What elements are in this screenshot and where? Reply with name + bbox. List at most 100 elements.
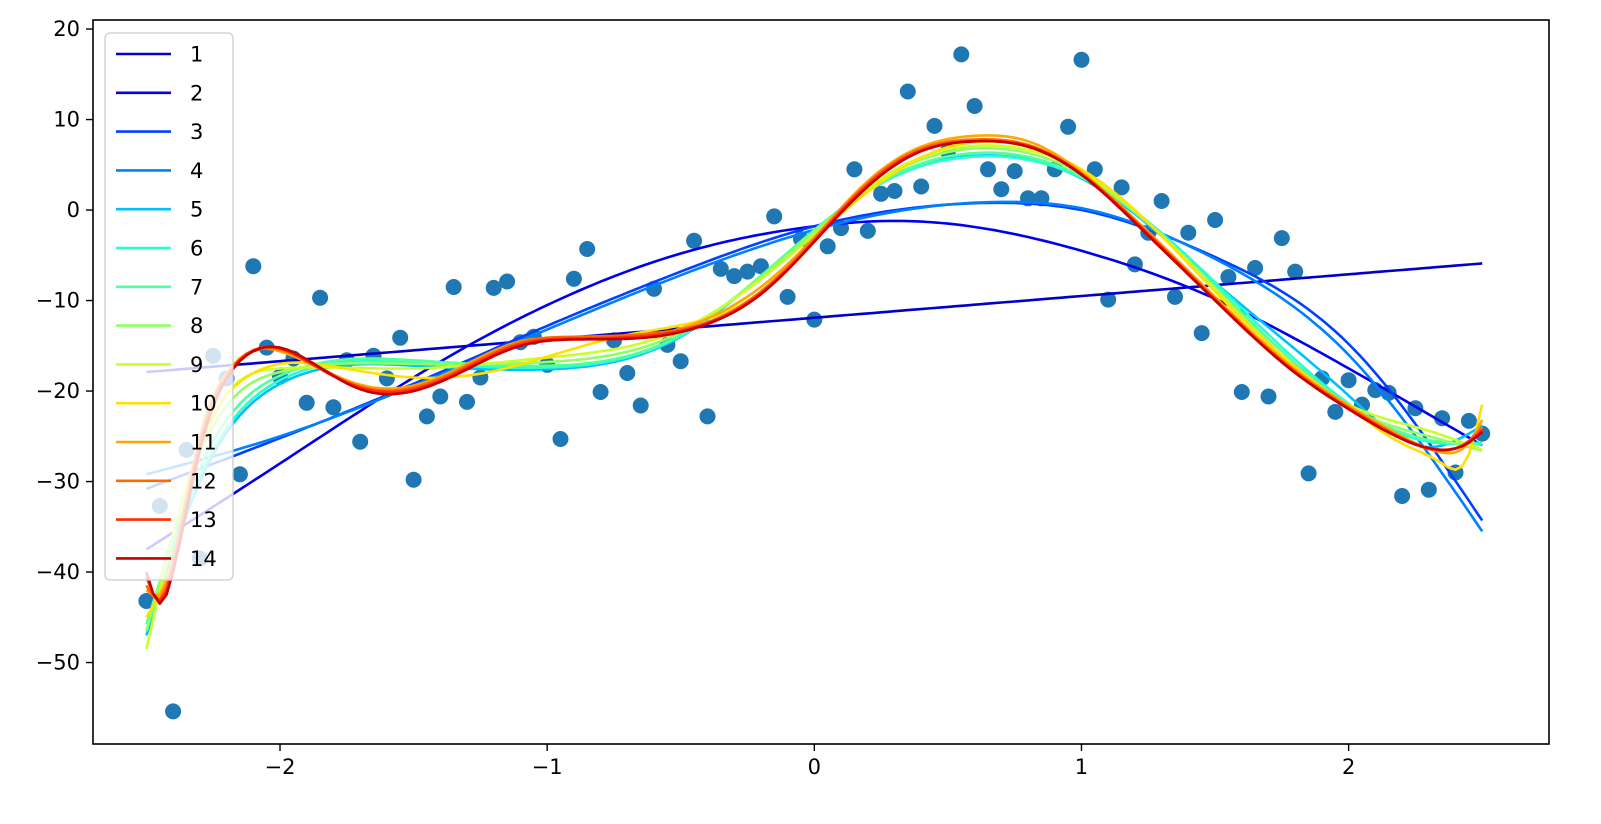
scatter-point-49 <box>779 288 796 305</box>
scatter-point-86 <box>1273 230 1290 247</box>
scatter-point-64 <box>980 161 996 178</box>
scatter-point-83 <box>1233 384 1250 400</box>
scatter-point-8 <box>231 466 248 483</box>
scatter-point-43 <box>699 408 716 425</box>
scatter-point-60 <box>926 117 943 134</box>
scatter-point-13 <box>298 394 315 411</box>
scatter-point-46 <box>739 263 756 280</box>
scatter-point-21 <box>405 471 422 488</box>
scatter-point-55 <box>859 222 876 239</box>
fit-lines-layer <box>145 134 1484 650</box>
x-tick-label: 0 <box>808 755 821 779</box>
scatter-point-17 <box>352 433 369 450</box>
scatter-point-19 <box>378 370 395 387</box>
y-tick-label: 10 <box>53 108 80 132</box>
scatter-point-65 <box>993 181 1010 198</box>
y-tick-label: 20 <box>53 17 80 41</box>
scatter-point-100 <box>1460 412 1477 429</box>
legend-label-3: 3 <box>190 120 203 144</box>
y-tick-label: −20 <box>36 379 80 403</box>
scatter-point-28 <box>499 273 516 290</box>
legend-label-11: 11 <box>190 431 217 455</box>
fit-line-14 <box>145 139 1484 605</box>
scatter-point-22 <box>418 408 435 425</box>
scatter-point-79 <box>1180 224 1197 241</box>
scatter-point-20 <box>392 329 409 346</box>
scatter-point-85 <box>1260 388 1277 405</box>
legend-label-1: 1 <box>190 43 203 67</box>
scatter-point-74 <box>1113 179 1130 196</box>
scatter-point-82 <box>1220 269 1237 285</box>
fit-line-7 <box>145 151 1483 625</box>
scatter-point-24 <box>445 279 462 295</box>
scatter-point-84 <box>1247 260 1264 276</box>
y-tick-label: 0 <box>67 198 80 222</box>
y-tick-label: −30 <box>36 470 80 494</box>
legend-label-12: 12 <box>190 469 217 493</box>
scatter-point-88 <box>1300 465 1317 482</box>
scatter-point-35 <box>592 384 609 400</box>
scatter-point-98 <box>1434 410 1451 427</box>
legend-label-8: 8 <box>190 314 203 338</box>
y-tick-label: −50 <box>36 651 80 675</box>
x-tick-label: −2 <box>265 755 296 779</box>
scatter-point-72 <box>1086 161 1103 178</box>
scatter-point-54 <box>846 161 863 178</box>
legend-label-7: 7 <box>190 275 203 299</box>
scatter-point-45 <box>726 268 743 285</box>
scatter-point-23 <box>432 388 449 405</box>
scatter-point-37 <box>619 365 636 381</box>
scatter-point-3 <box>165 703 182 720</box>
scatter-point-59 <box>913 178 930 195</box>
fit-line-1 <box>146 262 1483 374</box>
scatter-point-90 <box>1327 403 1344 420</box>
plot-frame <box>92 19 1550 745</box>
scatter-point-66 <box>1006 163 1023 180</box>
legend-label-9: 9 <box>190 353 203 377</box>
scatter-point-1 <box>138 593 155 609</box>
x-tick-label: 2 <box>1342 755 1355 779</box>
fit-line-8 <box>145 146 1483 632</box>
scatter-layer <box>138 46 1491 720</box>
scatter-point-52 <box>819 238 836 255</box>
scatter-point-38 <box>632 397 649 414</box>
scatter-point-33 <box>565 270 582 287</box>
fit-line-2 <box>145 219 1483 551</box>
scatter-point-41 <box>672 353 689 370</box>
fit-line-9 <box>145 144 1483 650</box>
scatter-point-73 <box>1100 291 1117 308</box>
scatter-point-97 <box>1420 481 1437 498</box>
scatter-point-44 <box>712 260 729 277</box>
scatter-point-95 <box>1394 488 1411 504</box>
legend-label-10: 10 <box>190 392 217 416</box>
scatter-point-48 <box>766 208 783 225</box>
legend-label-4: 4 <box>190 159 203 183</box>
scatter-point-70 <box>1060 118 1077 135</box>
scatter-point-47 <box>752 258 769 275</box>
scatter-point-27 <box>485 279 502 296</box>
scatter-point-14 <box>312 289 329 306</box>
scatter-point-56 <box>873 185 890 202</box>
scatter-point-80 <box>1193 325 1210 342</box>
y-tick-label: −10 <box>36 289 80 313</box>
x-tick-label: −1 <box>532 755 563 779</box>
scatter-point-25 <box>459 393 475 410</box>
scatter-point-81 <box>1207 212 1224 228</box>
scatter-point-77 <box>1153 193 1170 209</box>
scatter-point-91 <box>1340 372 1357 389</box>
legend-label-2: 2 <box>190 81 203 105</box>
x-tick-label: 1 <box>1075 755 1088 779</box>
legend-label-5: 5 <box>190 198 203 222</box>
legend-label-14: 14 <box>190 547 217 571</box>
scatter-point-51 <box>806 311 823 328</box>
legend-box <box>104 32 234 581</box>
scatter-point-9 <box>245 258 262 275</box>
scatter-point-58 <box>899 83 916 100</box>
scatter-point-78 <box>1167 288 1183 305</box>
scatter-point-71 <box>1073 51 1090 68</box>
scatter-point-15 <box>325 399 342 416</box>
fit-line-13 <box>145 139 1484 603</box>
y-tick-label: −40 <box>36 560 80 584</box>
